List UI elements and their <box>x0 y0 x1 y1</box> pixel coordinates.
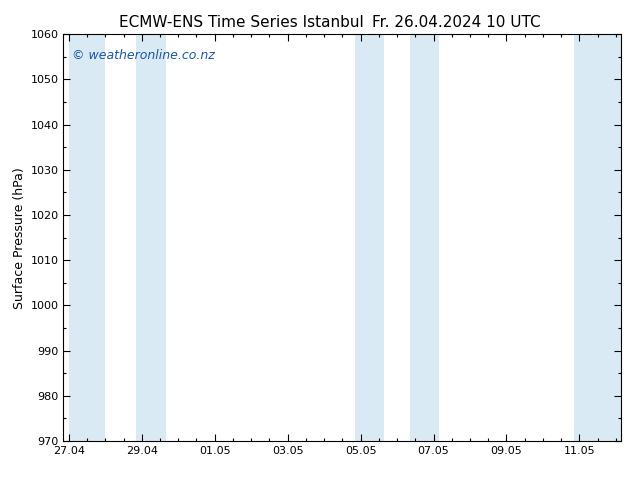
Bar <box>136 34 165 441</box>
Y-axis label: Surface Pressure (hPa): Surface Pressure (hPa) <box>13 167 26 309</box>
Bar <box>574 34 621 441</box>
Text: © weatheronline.co.nz: © weatheronline.co.nz <box>72 49 214 62</box>
Bar <box>355 34 384 441</box>
Text: Fr. 26.04.2024 10 UTC: Fr. 26.04.2024 10 UTC <box>372 15 541 30</box>
Bar <box>410 34 439 441</box>
Text: ECMW-ENS Time Series Istanbul: ECMW-ENS Time Series Istanbul <box>119 15 363 30</box>
Bar <box>69 34 105 441</box>
